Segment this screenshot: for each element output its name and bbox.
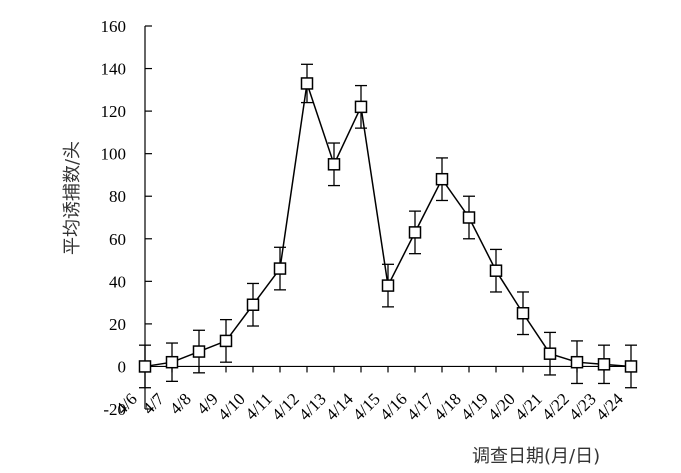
y-tick-label: -20: [103, 400, 126, 419]
data-point: [489, 264, 503, 277]
data-point: [246, 298, 260, 311]
x-tick-label: 4/8: [166, 389, 195, 418]
data-point: [381, 279, 395, 292]
data-point: [435, 172, 449, 186]
data-point: [192, 345, 206, 358]
data-point: [300, 77, 314, 90]
data-point: [273, 262, 287, 275]
data-series: [138, 63, 638, 389]
data-point: [219, 334, 233, 348]
series-line: [144, 83, 632, 368]
data-point: [138, 360, 152, 373]
chart-axes: [144, 26, 637, 409]
y-tick-label: 80: [109, 187, 126, 206]
x-tick-label: 4/24: [592, 389, 627, 424]
data-point: [516, 307, 530, 320]
y-tick-label: 100: [101, 145, 127, 164]
y-tick-label: 60: [109, 230, 126, 249]
y-tick-label: 140: [101, 60, 127, 79]
data-point: [165, 355, 179, 369]
data-point: [570, 355, 584, 369]
y-axis-ticks: -20 0 20 40 60 80 100 120 140 160: [101, 17, 152, 419]
data-point: [597, 358, 611, 371]
x-axis-title: 调查日期(月/日): [472, 446, 600, 467]
x-tick-label: 4/7: [139, 389, 168, 418]
y-tick-label: 160: [101, 17, 127, 36]
x-tick-label: 4/11: [241, 389, 275, 423]
y-tick-label: 20: [109, 315, 126, 334]
data-point: [327, 158, 341, 171]
data-point: [624, 360, 638, 373]
y-tick-label: 0: [118, 357, 127, 376]
y-axis-title: 平均诱捕数/头: [62, 141, 83, 255]
y-tick-label: 40: [109, 272, 126, 291]
y-tick-label: 120: [101, 102, 127, 121]
data-point: [354, 100, 368, 114]
data-point: [543, 347, 557, 360]
data-point: [462, 211, 476, 224]
data-point: [408, 226, 422, 239]
